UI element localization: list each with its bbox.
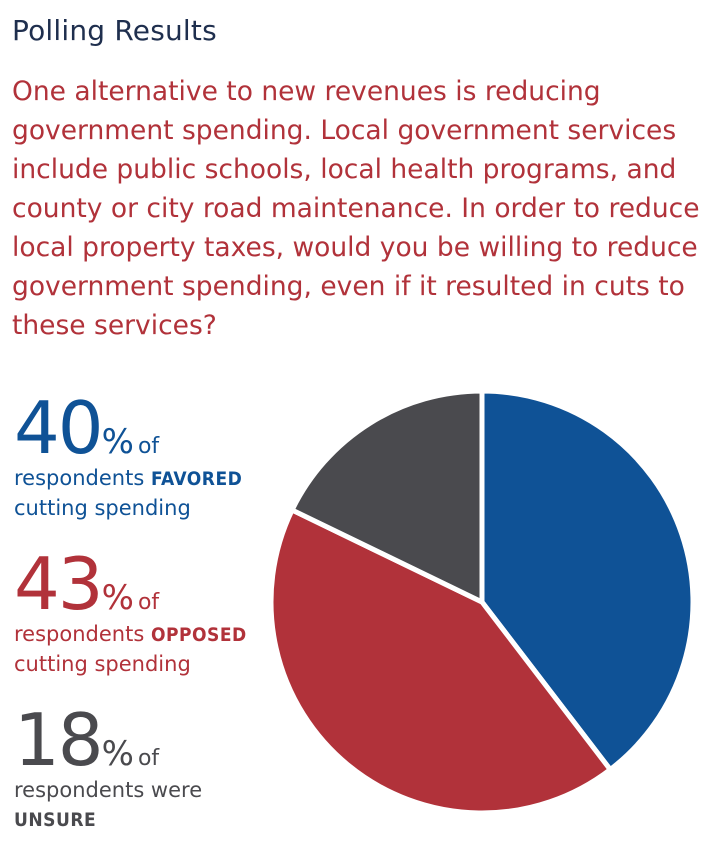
stat-opposed-percent-sign: % <box>101 578 134 618</box>
stat-favored-of: of <box>137 434 160 459</box>
stat-favored: 40% of respondents FAVORED cutting spendi… <box>14 392 242 523</box>
stat-opposed-keyword: OPPOSED <box>150 624 247 646</box>
stat-opposed-desc: respondents OPPOSED cutting spending <box>14 620 247 679</box>
stat-favored-desc: respondents FAVORED cutting spending <box>14 464 242 523</box>
stat-unsure-percent-sign: % <box>101 734 134 774</box>
page-title: Polling Results <box>12 14 217 47</box>
poll-question: One alternative to new revenues is reduc… <box>12 76 700 341</box>
stat-favored-headline: 40% of <box>14 392 242 464</box>
stat-unsure-desc: respondents were UNSURE <box>14 776 202 835</box>
stat-opposed-line2: cutting spending <box>14 652 191 676</box>
stat-unsure-headline: 18% of <box>14 704 202 776</box>
stat-favored-number: 40 <box>14 386 104 470</box>
stat-opposed-of: of <box>137 590 160 615</box>
pie-slice-opposed <box>268 507 613 816</box>
pie-slice-favored <box>479 388 696 773</box>
stat-unsure-line1: respondents were <box>14 778 203 802</box>
stat-opposed-number: 43 <box>14 542 104 626</box>
pie-slice-unsure <box>289 388 485 605</box>
stat-unsure-keyword: UNSURE <box>14 809 97 831</box>
stat-favored-keyword: FAVORED <box>150 468 243 490</box>
stat-favored-line2: cutting spending <box>14 496 191 520</box>
stat-favored-percent-sign: % <box>101 422 134 462</box>
pie-chart <box>268 388 696 816</box>
stat-unsure: 18% of respondents were UNSURE <box>14 704 202 835</box>
stat-opposed-line1: respondents <box>14 622 151 646</box>
stat-unsure-of: of <box>137 746 160 771</box>
stat-unsure-number: 18 <box>14 698 104 782</box>
stat-favored-line1: respondents <box>14 466 151 490</box>
stat-opposed-headline: 43% of <box>14 548 247 620</box>
stat-opposed: 43% of respondents OPPOSED cutting spendi… <box>14 548 247 679</box>
